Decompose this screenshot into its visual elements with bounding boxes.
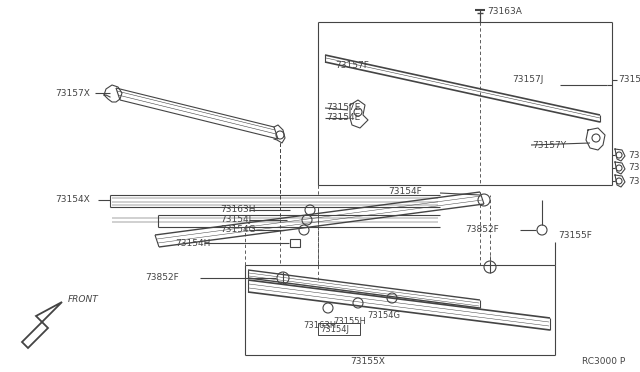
Text: 73155F: 73155F <box>558 231 592 240</box>
Text: 73157F: 73157F <box>335 61 369 70</box>
Text: 73154J: 73154J <box>220 215 252 224</box>
Text: 73154EA: 73154EA <box>628 176 640 186</box>
Text: 73157X: 73157X <box>618 76 640 84</box>
Text: 73852F: 73852F <box>145 273 179 282</box>
Text: 73157X: 73157X <box>55 89 90 97</box>
Polygon shape <box>22 302 62 348</box>
Text: 73163A: 73163A <box>487 7 522 16</box>
Text: RC3000 P: RC3000 P <box>582 357 625 366</box>
Bar <box>290 239 300 247</box>
Text: 73163H: 73163H <box>220 205 255 215</box>
Text: 73157E: 73157E <box>628 164 640 173</box>
Text: 73157J: 73157J <box>512 76 543 84</box>
Text: 73154E: 73154E <box>326 113 360 122</box>
Text: 73154H: 73154H <box>175 238 211 247</box>
Text: 73154F: 73154F <box>388 187 422 196</box>
Text: 73154X: 73154X <box>55 196 90 205</box>
Text: 73155X: 73155X <box>351 357 385 366</box>
Text: 73163H: 73163H <box>303 321 337 330</box>
Text: 73852F: 73852F <box>465 225 499 234</box>
Text: 73157E: 73157E <box>326 103 360 112</box>
Text: 73157Y: 73157Y <box>532 141 566 150</box>
Bar <box>318 323 360 335</box>
Text: 73154G: 73154G <box>220 225 255 234</box>
Text: 73155H: 73155H <box>333 317 367 326</box>
Text: 73157G: 73157G <box>628 151 640 160</box>
Text: 73154G: 73154G <box>367 311 401 321</box>
Text: FRONT: FRONT <box>68 295 99 305</box>
Text: 73154J: 73154J <box>320 326 349 334</box>
